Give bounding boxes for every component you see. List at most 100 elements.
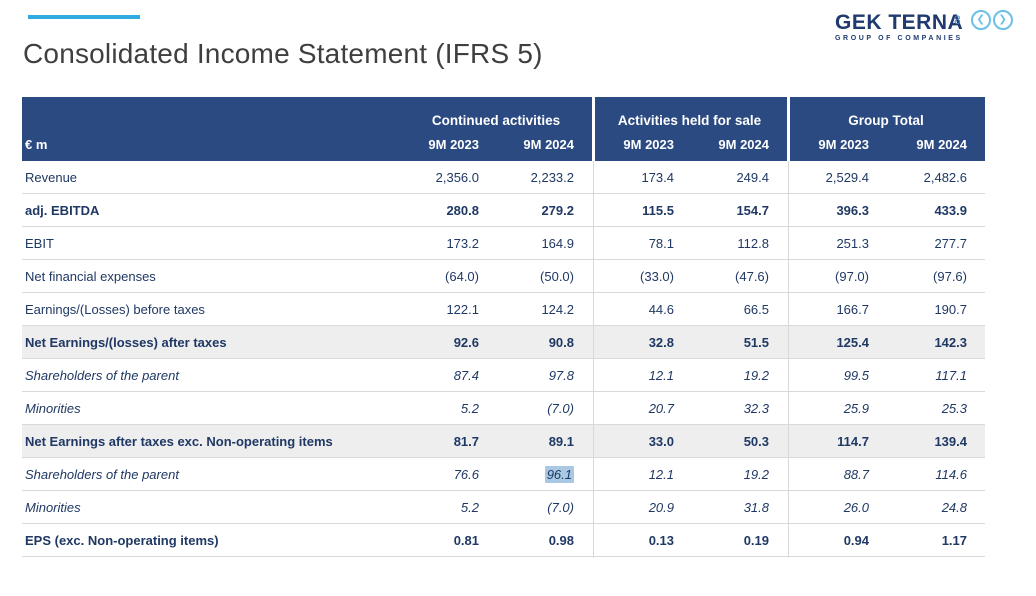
table-cell: 280.8	[400, 194, 497, 226]
table-cell: 32.3	[692, 392, 787, 424]
table-cell: 173.2	[400, 227, 497, 259]
table-cell: 25.3	[887, 392, 985, 424]
chevron-right-icon: ❯	[998, 14, 1007, 25]
row-label: EPS (exc. Non-operating items)	[25, 532, 219, 548]
cell-value: 173.4	[641, 169, 674, 185]
table-cell: (47.6)	[692, 260, 787, 292]
cell-value: 117.1	[935, 367, 967, 383]
column-header: 9M 2023	[623, 136, 674, 152]
page-title: Consolidated Income Statement (IFRS 5)	[23, 38, 543, 69]
table-cell: (97.0)	[787, 260, 887, 292]
logo-wordmark: GEK TERNA	[835, 11, 964, 34]
cell-value: (7.0)	[547, 499, 574, 515]
table-cell: 24.8	[887, 491, 985, 523]
cell-value: 78.1	[648, 235, 674, 251]
table-cell: 99.5	[787, 359, 887, 391]
table-cell: 5.2	[400, 392, 497, 424]
row-label: Net Earnings/(losses) after taxes	[25, 334, 227, 350]
table-body: Revenue 2,356.0 2,233.2 173.4 249.4 2,52…	[22, 161, 985, 557]
cell-value: 0.13	[648, 532, 674, 548]
cell-value: 277.7	[934, 235, 967, 251]
table-cell: 279.2	[497, 194, 592, 226]
cell-value: 33.0	[648, 433, 674, 449]
table-cell: 139.4	[887, 425, 985, 457]
cell-value: 76.6	[453, 466, 479, 482]
header-spacer	[22, 97, 400, 129]
cell-value: 81.7	[453, 433, 479, 449]
table-cell: 50.3	[692, 425, 787, 457]
table-cell: 112.8	[692, 227, 787, 259]
table-row: Minorities 5.2 (7.0) 20.7 32.3 25.9 25.3	[22, 392, 985, 425]
cell-value: 51.5	[743, 334, 769, 350]
cell-value: 5.2	[460, 400, 479, 416]
cell-value: 114.7	[837, 433, 869, 449]
prev-slide-button[interactable]: ❮	[970, 10, 991, 30]
row-label: Net Earnings after taxes exc. Non-operat…	[25, 433, 333, 449]
table-cell: 0.13	[592, 524, 692, 556]
cell-value: (50.0)	[540, 268, 574, 284]
table-row: Shareholders of the parent 87.4 97.8 12.…	[22, 359, 985, 392]
cell-value: 122.1	[446, 301, 479, 317]
cell-value: 164.9	[541, 235, 574, 251]
table-cell: 114.6	[887, 458, 985, 490]
table-cell: 2,482.6	[887, 161, 985, 193]
row-label: adj. EBITDA	[25, 202, 100, 218]
cell-value: 44.6	[648, 301, 674, 317]
column-header: 9M 2024	[916, 136, 967, 152]
cell-value: (64.0)	[445, 268, 479, 284]
cell-value: 89.1	[548, 433, 574, 449]
table-cell: 0.98	[497, 524, 592, 556]
cell-value: 2,529.4	[825, 169, 869, 185]
table-cell: 19.2	[692, 359, 787, 391]
table-cell: (33.0)	[592, 260, 692, 292]
table-cell: 26.0	[787, 491, 887, 523]
table-cell: 76.6	[400, 458, 497, 490]
table-cell: 115.5	[592, 194, 692, 226]
table-row: EBIT 173.2 164.9 78.1 112.8 251.3 277.7	[22, 227, 985, 260]
cell-value: 96.1	[544, 465, 574, 483]
table-cell: 1.17	[887, 524, 985, 556]
row-label: Revenue	[25, 169, 78, 185]
cell-value: (33.0)	[640, 268, 674, 284]
chevron-left-icon: ❮	[976, 14, 985, 25]
cell-value: 280.8	[446, 202, 479, 218]
column-header: 9M 2024	[718, 136, 769, 152]
table-cell: 164.9	[497, 227, 592, 259]
table-cell: 124.2	[497, 293, 592, 325]
table-cell: 2,529.4	[787, 161, 887, 193]
table-row: adj. EBITDA 280.8 279.2 115.5 154.7 396.…	[22, 194, 985, 227]
cell-value: 124.2	[541, 301, 574, 317]
unit-label: € m	[25, 136, 48, 152]
cell-value: 20.7	[648, 400, 674, 416]
table-row: Shareholders of the parent 76.6 96.1 12.…	[22, 458, 985, 491]
table-cell: (7.0)	[497, 491, 592, 523]
cell-value: (7.0)	[547, 400, 574, 416]
page-number: 8	[954, 13, 961, 27]
table-cell: 114.7	[787, 425, 887, 457]
cell-value: 154.7	[736, 202, 769, 218]
table-cell: 88.7	[787, 458, 887, 490]
row-label: EBIT	[25, 235, 54, 251]
table-cell: 396.3	[787, 194, 887, 226]
cell-value: 88.7	[843, 466, 869, 482]
cell-value: 0.19	[743, 532, 769, 548]
cell-value: 251.3	[836, 235, 869, 251]
cell-value: 0.98	[548, 532, 574, 548]
table-cell: 12.1	[592, 458, 692, 490]
cell-value: 173.2	[446, 235, 479, 251]
table-cell: 44.6	[592, 293, 692, 325]
table-cell: 173.4	[592, 161, 692, 193]
table-cell: 51.5	[692, 326, 787, 358]
cell-value: 142.3	[934, 334, 967, 350]
table-cell: 66.5	[692, 293, 787, 325]
table-cell: 20.9	[592, 491, 692, 523]
table-cell: 2,356.0	[400, 161, 497, 193]
table-cell: 89.1	[497, 425, 592, 457]
next-slide-button[interactable]: ❯	[992, 10, 1013, 30]
cell-value: 24.8	[941, 499, 967, 515]
body-group-divider	[593, 161, 594, 558]
table-cell: (97.6)	[887, 260, 985, 292]
cell-value: 31.8	[743, 499, 769, 515]
cell-value: 19.2	[743, 466, 769, 482]
table-cell: 20.7	[592, 392, 692, 424]
